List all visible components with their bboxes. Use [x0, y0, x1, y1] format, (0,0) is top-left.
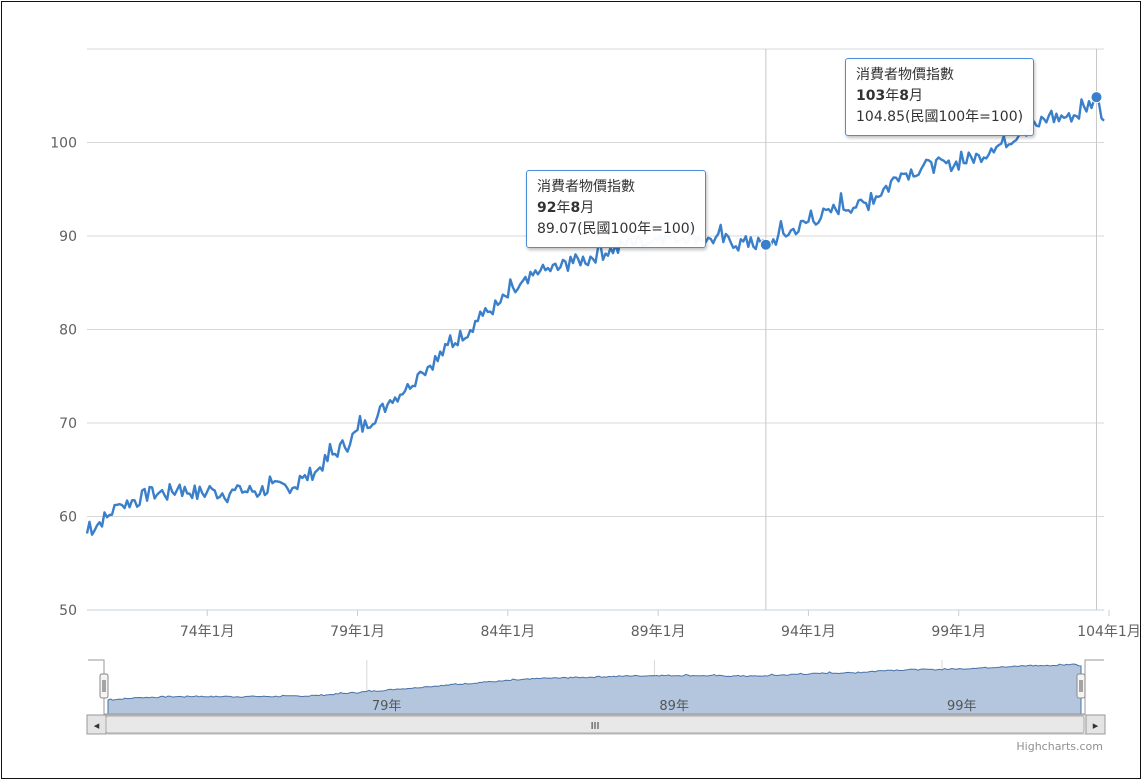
x-tick-label: 99年1月: [931, 624, 986, 640]
tooltip-value: 104.85(民國100年=100): [856, 109, 1024, 125]
navigator-area: [107, 663, 1082, 715]
hover-markers: [759, 91, 1103, 251]
navigator-label: 79年: [372, 699, 402, 714]
navigator-handle-left[interactable]: [99, 673, 109, 699]
scrollbar[interactable]: ◂ III ▸: [86, 714, 1106, 735]
tooltip-series-name: 消費者物價指數: [537, 179, 635, 195]
credits-link[interactable]: Highcharts.com: [1016, 740, 1103, 753]
scrollbar-grip-icon[interactable]: III: [591, 721, 600, 732]
x-tick-label: 84年1月: [480, 624, 535, 640]
series-line: [85, 96, 1105, 536]
tooltip-series-name: 消費者物價指數: [856, 67, 954, 83]
y-tick-label: 90: [59, 229, 77, 245]
navigator-label: 89年: [659, 699, 689, 714]
x-tick-label: 94年1月: [781, 624, 836, 640]
tooltip-date: 92年8月: [537, 200, 595, 216]
x-tick-label: 89年1月: [631, 624, 686, 640]
x-tick-label: 104年1月: [1077, 624, 1141, 640]
navigator-outline: [88, 659, 1104, 715]
scroll-right-button[interactable]: [1085, 714, 1106, 735]
navigator-labels: 79年 89年 99年: [372, 699, 977, 714]
hover-point-marker: [759, 238, 772, 251]
x-axis-labels: 74年1月 79年1月 84年1月 89年1月 94年1月 99年1月 104年1月: [180, 610, 1141, 640]
x-tick-label: 74年1月: [180, 624, 235, 640]
x-tick-label: 79年1月: [330, 624, 385, 640]
y-tick-label: 100: [50, 136, 77, 152]
navigator-handle-right[interactable]: [1076, 673, 1086, 699]
y-tick-label: 80: [59, 323, 77, 339]
tooltip: 消費者物價指數 103年8月 104.85(民國100年=100): [845, 58, 1035, 136]
y-tick-label: 50: [59, 603, 77, 619]
scroll-left-arrow-icon[interactable]: ◂: [94, 719, 100, 732]
y-axis-labels: 50 60 70 80 90 100: [50, 136, 77, 620]
tooltip-date: 103年8月: [856, 88, 923, 104]
y-tick-label: 60: [59, 510, 77, 526]
hover-point-marker: [1090, 91, 1103, 104]
scroll-right-arrow-icon[interactable]: ▸: [1093, 719, 1099, 732]
y-tick-label: 70: [59, 416, 77, 432]
tooltip-value: 89.07(民國100年=100): [537, 221, 696, 237]
crosshairs: [765, 49, 1097, 610]
tooltip: 消費者物價指數 92年8月 89.07(民國100年=100): [526, 170, 707, 248]
navigator[interactable]: 79年 89年 99年: [88, 659, 1104, 715]
navigator-label: 99年: [947, 699, 977, 714]
scrollbar-thumb[interactable]: [105, 715, 1085, 734]
